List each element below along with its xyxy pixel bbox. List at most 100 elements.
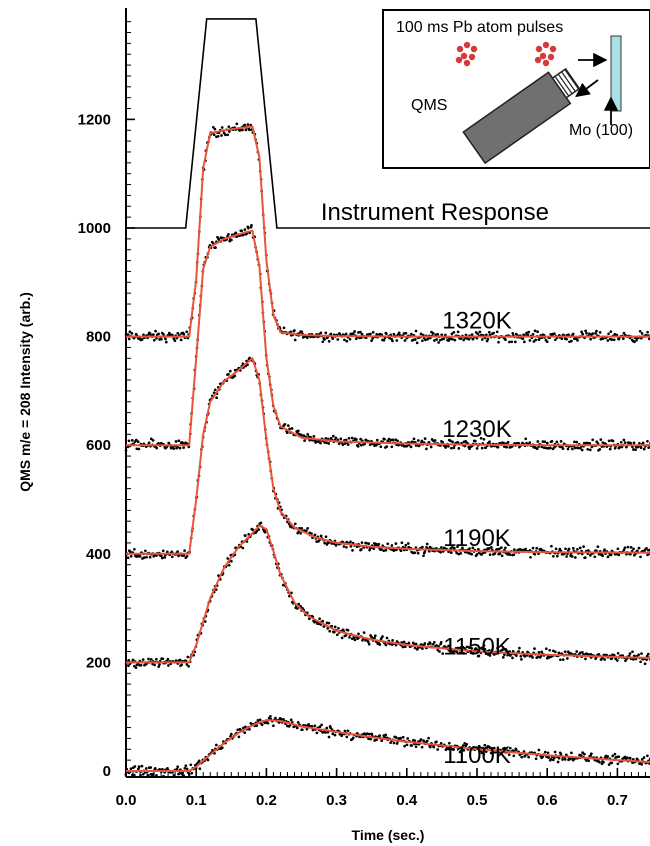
data-point [403, 744, 406, 748]
x-tick-label: 0.4 [396, 792, 418, 809]
data-point [399, 549, 403, 553]
data-point [531, 332, 535, 336]
y-tick-label: 400 [86, 546, 111, 563]
data-point [377, 542, 381, 546]
data-point [145, 555, 148, 559]
data-point [452, 748, 456, 751]
data-point [534, 757, 538, 761]
data-point [581, 332, 584, 336]
data-point [622, 548, 626, 552]
data-point [157, 332, 160, 336]
data-point [588, 554, 592, 557]
data-point [357, 331, 360, 334]
data-point [612, 338, 616, 342]
data-point [260, 723, 264, 727]
data-point [130, 332, 134, 335]
data-point [127, 664, 130, 668]
data-point [578, 546, 582, 550]
data-point [475, 648, 479, 652]
data-point [129, 554, 133, 558]
data-point [401, 735, 405, 739]
data-point [576, 548, 579, 551]
data-point [139, 774, 142, 777]
data-point [167, 664, 170, 667]
data-point [306, 433, 310, 436]
data-point [632, 448, 635, 451]
data-point [187, 773, 191, 776]
data-point [391, 339, 394, 343]
data-point [578, 651, 582, 655]
data-point [179, 338, 183, 342]
data-point [451, 545, 454, 549]
data-point [124, 449, 128, 452]
data-point [226, 557, 230, 560]
data-point [214, 246, 217, 249]
data-point [369, 737, 372, 741]
data-point [527, 330, 531, 334]
data-point [390, 445, 394, 449]
curve-label: 1190K [443, 525, 511, 552]
data-point [134, 666, 138, 669]
data-point [157, 665, 161, 668]
data-point [355, 438, 358, 441]
data-point [126, 556, 130, 560]
data-point [154, 329, 157, 333]
data-point [567, 547, 571, 551]
data-point [640, 652, 643, 655]
data-point [431, 332, 435, 335]
data-point [185, 330, 189, 334]
data-point [488, 746, 492, 750]
data-point [128, 330, 132, 334]
data-point [140, 338, 144, 341]
data-point [496, 445, 500, 449]
data-point [331, 337, 335, 340]
data-point [324, 331, 328, 335]
data-point [471, 337, 475, 341]
data-point [313, 724, 317, 728]
data-point [133, 547, 136, 551]
data-point [435, 338, 439, 341]
data-point [327, 735, 331, 739]
data-point [306, 527, 309, 530]
data-point [537, 748, 541, 752]
data-point [211, 748, 214, 752]
data-point [274, 716, 277, 720]
data-point [643, 662, 647, 666]
data-point [440, 546, 443, 549]
data-point [351, 549, 354, 552]
data-point [247, 226, 250, 230]
data-point [161, 657, 165, 661]
data-point [239, 128, 242, 132]
data-point [482, 437, 486, 441]
data-point [510, 340, 514, 344]
data-point [488, 654, 492, 657]
data-point [570, 555, 574, 558]
reflected-arrow [575, 79, 599, 98]
data-point [334, 436, 338, 440]
data-point [185, 663, 189, 666]
data-point [360, 548, 363, 551]
data-point [331, 434, 335, 438]
data-point [160, 556, 164, 560]
data-point [323, 541, 327, 545]
data-point [436, 332, 440, 336]
data-point [493, 552, 496, 556]
data-point [385, 636, 389, 640]
data-point [392, 332, 396, 336]
data-point [458, 651, 462, 655]
data-point [296, 607, 299, 610]
data-point [601, 554, 605, 558]
data-point [452, 446, 456, 450]
data-point [385, 332, 388, 336]
data-point [484, 446, 488, 450]
data-point [315, 731, 319, 735]
data-point [312, 435, 316, 438]
data-point [462, 338, 466, 342]
data-point [373, 634, 377, 638]
data-point [488, 553, 492, 557]
data-point [345, 545, 348, 549]
data-point [606, 555, 610, 559]
data-point [331, 732, 335, 736]
data-point [555, 440, 559, 444]
data-point [573, 446, 577, 450]
